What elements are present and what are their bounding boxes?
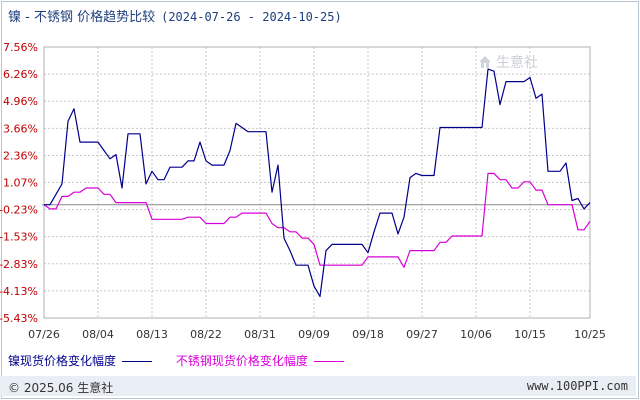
site-link[interactable]: www.100PPI.com xyxy=(526,379,628,393)
y-tick-label: 4.96% xyxy=(3,95,38,108)
copyright-text: © 2025.06 生意社 xyxy=(8,381,114,395)
x-tick-label: 09/27 xyxy=(406,328,438,341)
y-tick-label: 1.07% xyxy=(3,176,38,189)
y-tick-label: -4.13% xyxy=(0,285,38,298)
y-tick-label: 6.26% xyxy=(3,68,38,81)
legend-swatch-nickel xyxy=(122,361,153,362)
x-tick-label: 08/22 xyxy=(190,328,222,341)
x-tick-label: 10/25 xyxy=(574,328,606,341)
legend-item-nickel: 镍现货价格变化幅度 xyxy=(8,352,153,369)
x-tick-label: 08/13 xyxy=(136,328,168,341)
y-tick-label: 2.36% xyxy=(3,149,38,162)
x-tick-label: 09/18 xyxy=(352,328,384,341)
plot-area-border xyxy=(43,46,591,319)
y-tick-label: -2.83% xyxy=(0,258,38,271)
chart-legend: 镍现货价格变化幅度 不锈钢现货价格变化幅度 xyxy=(8,352,364,369)
watermark-text: 生意社 xyxy=(496,55,538,71)
x-tick-label: 10/15 xyxy=(514,328,546,341)
legend-swatch-stainless xyxy=(313,361,344,362)
watermark: 生意社 xyxy=(478,52,538,72)
y-tick-label: -0.23% xyxy=(0,204,38,217)
legend-label-stainless: 不锈钢现货价格变化幅度 xyxy=(175,354,308,368)
x-tick-label: 08/04 xyxy=(82,328,114,341)
y-tick-label: 3.66% xyxy=(3,122,38,135)
x-tick-label: 07/26 xyxy=(28,328,60,341)
logo-house-icon xyxy=(479,56,491,68)
stainless-series-line xyxy=(43,172,591,268)
x-tick-label: 10/06 xyxy=(460,328,492,341)
chart-title-text: 镍 - 不锈钢 价格趋势比较 xyxy=(8,10,156,25)
chart-title: 镍 - 不锈钢 价格趋势比较 (2024-07-26 - 2024-10-25) xyxy=(8,6,342,25)
nickel-series-line xyxy=(44,68,591,298)
x-tick-label: 09/09 xyxy=(298,328,330,341)
x-tick-label: 08/31 xyxy=(244,328,276,341)
y-tick-label: -1.53% xyxy=(0,231,38,244)
legend-item-stainless: 不锈钢现货价格变化幅度 xyxy=(176,352,344,369)
chart-date-range: (2024-07-26 - 2024-10-25) xyxy=(161,10,342,24)
legend-label-nickel: 镍现货价格变化幅度 xyxy=(8,354,117,368)
y-tick-label: -5.43% xyxy=(0,312,38,325)
y-tick-label: 7.56% xyxy=(3,41,38,54)
footer-bar: © 2025.06 生意社 www.100PPI.com xyxy=(0,376,636,396)
